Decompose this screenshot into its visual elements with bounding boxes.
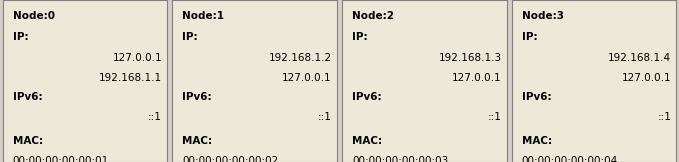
Text: 00:00:00:00:00:02: 00:00:00:00:00:02 xyxy=(183,156,278,162)
Text: 192.168.1.4: 192.168.1.4 xyxy=(608,53,672,64)
Text: Node:0: Node:0 xyxy=(13,11,54,21)
Text: 00:00:00:00:00:04: 00:00:00:00:00:04 xyxy=(522,156,618,162)
Text: ::1: ::1 xyxy=(488,112,502,122)
Text: IPv6:: IPv6: xyxy=(13,92,42,102)
Text: MAC:: MAC: xyxy=(183,136,213,146)
Text: IP:: IP: xyxy=(522,32,538,42)
Text: IP:: IP: xyxy=(13,32,29,42)
Text: 127.0.0.1: 127.0.0.1 xyxy=(452,73,502,83)
Text: ::1: ::1 xyxy=(148,112,162,122)
Text: 00:00:00:00:00:03: 00:00:00:00:00:03 xyxy=(352,156,448,162)
Text: MAC:: MAC: xyxy=(13,136,43,146)
Text: Node:1: Node:1 xyxy=(183,11,224,21)
Text: MAC:: MAC: xyxy=(352,136,382,146)
Text: 127.0.0.1: 127.0.0.1 xyxy=(282,73,332,83)
Text: 127.0.0.1: 127.0.0.1 xyxy=(113,53,162,64)
Text: ::1: ::1 xyxy=(318,112,332,122)
Text: 192.168.1.2: 192.168.1.2 xyxy=(269,53,332,64)
Text: 00:00:00:00:00:01: 00:00:00:00:00:01 xyxy=(13,156,109,162)
Text: IPv6:: IPv6: xyxy=(183,92,212,102)
Text: ::1: ::1 xyxy=(657,112,672,122)
Text: MAC:: MAC: xyxy=(522,136,552,146)
Text: 127.0.0.1: 127.0.0.1 xyxy=(622,73,672,83)
Text: 192.168.1.3: 192.168.1.3 xyxy=(439,53,502,64)
Text: IP:: IP: xyxy=(183,32,198,42)
Text: Node:2: Node:2 xyxy=(352,11,394,21)
Text: IP:: IP: xyxy=(352,32,368,42)
Text: 192.168.1.1: 192.168.1.1 xyxy=(99,73,162,83)
Text: Node:3: Node:3 xyxy=(522,11,564,21)
Text: IPv6:: IPv6: xyxy=(352,92,382,102)
Text: IPv6:: IPv6: xyxy=(522,92,551,102)
